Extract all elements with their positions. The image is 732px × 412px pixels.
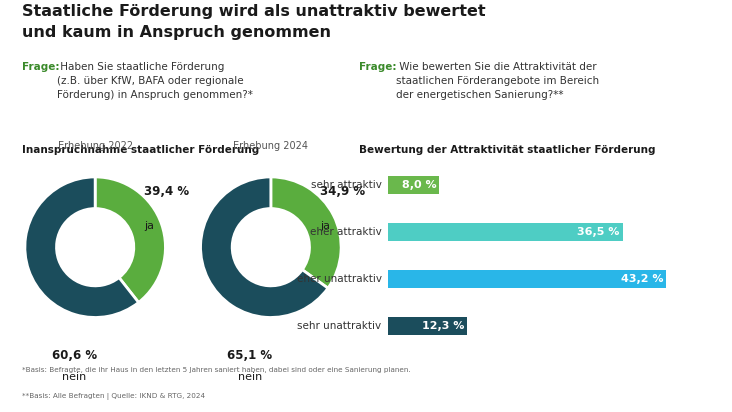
Bar	[388, 270, 666, 288]
Wedge shape	[201, 177, 328, 318]
Text: **Basis: Alle Befragten | Quelle: IKND & RTG, 2024: **Basis: Alle Befragten | Quelle: IKND &…	[22, 393, 205, 400]
Text: Bewertung der Attraktivität staatlicher Förderung: Bewertung der Attraktivität staatlicher …	[359, 145, 655, 155]
Text: 60,6 %: 60,6 %	[51, 349, 97, 362]
Text: 43,2 %: 43,2 %	[621, 274, 663, 284]
Text: Frage:: Frage:	[359, 62, 396, 72]
Text: Haben Sie staatliche Förderung
(z.B. über KfW, BAFA oder regionale
Förderung) in: Haben Sie staatliche Förderung (z.B. übe…	[57, 62, 253, 100]
Text: eher attraktiv: eher attraktiv	[310, 227, 381, 237]
Text: 34,9 %: 34,9 %	[320, 185, 365, 198]
Text: ja: ja	[144, 221, 154, 231]
Text: nein: nein	[238, 372, 262, 382]
Text: Erhebung 2024: Erhebung 2024	[234, 140, 308, 150]
Text: sehr unattraktiv: sehr unattraktiv	[297, 321, 381, 331]
Text: Staatliche Förderung wird als unattraktiv bewertet
und kaum in Anspruch genommen: Staatliche Förderung wird als unattrakti…	[22, 4, 485, 40]
Bar	[388, 317, 467, 335]
Text: Inanspruchnahme staatlicher Förderung: Inanspruchnahme staatlicher Förderung	[22, 145, 259, 155]
Text: eher unattraktiv: eher unattraktiv	[296, 274, 381, 284]
Text: 8,0 %: 8,0 %	[402, 180, 436, 190]
Text: 65,1 %: 65,1 %	[227, 349, 272, 362]
Text: Frage:: Frage:	[22, 62, 59, 72]
Wedge shape	[95, 177, 165, 302]
Text: 12,3 %: 12,3 %	[422, 321, 464, 331]
Text: 36,5 %: 36,5 %	[578, 227, 620, 237]
Text: ja: ja	[320, 221, 330, 231]
Text: *Basis: Befragte, die ihr Haus in den letzten 5 Jahren saniert haben, dabei sind: *Basis: Befragte, die ihr Haus in den le…	[22, 367, 411, 373]
Text: nein: nein	[62, 372, 86, 382]
Text: Erhebung 2022: Erhebung 2022	[58, 140, 132, 150]
Text: sehr attraktiv: sehr attraktiv	[310, 180, 381, 190]
Wedge shape	[25, 177, 138, 318]
Text: Wie bewerten Sie die Attraktivität der
staatlichen Förderangebote im Bereich
der: Wie bewerten Sie die Attraktivität der s…	[397, 62, 600, 100]
Bar	[388, 223, 623, 241]
Bar	[388, 176, 439, 194]
Wedge shape	[271, 177, 341, 288]
Text: 39,4 %: 39,4 %	[144, 185, 190, 198]
